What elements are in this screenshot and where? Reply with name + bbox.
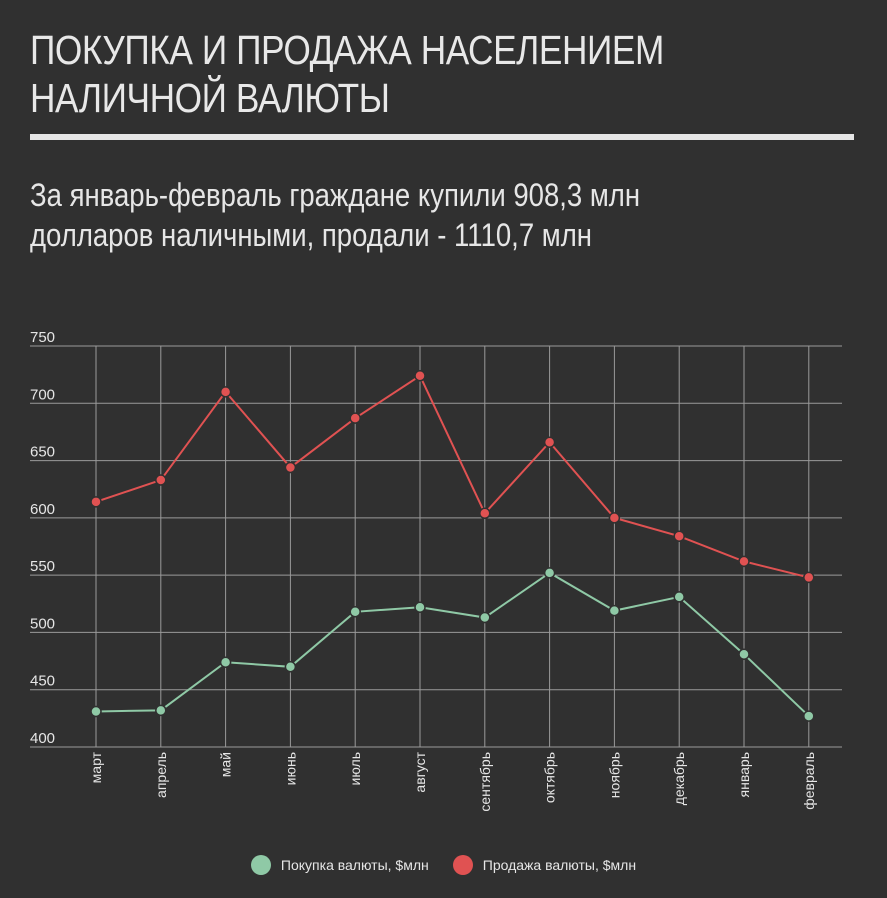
data-point-series-1 (414, 370, 426, 382)
legend-swatch-sell (452, 855, 473, 875)
x-tick-label: октябрь (542, 752, 558, 803)
y-tick-label: 550 (30, 558, 55, 575)
data-point-series-0 (608, 604, 621, 617)
x-tick-label: июнь (282, 752, 298, 785)
x-tick-label: май (218, 752, 234, 777)
data-point-series-1 (479, 507, 491, 520)
x-tick-label: апрель (153, 752, 169, 798)
data-point-series-1 (738, 555, 750, 568)
legend-label-buy: Покупка валюты, $млн (280, 857, 429, 873)
page-subtitle: За январь-февраль граждане купили 908,3 … (30, 175, 640, 255)
x-tick-label: декабрь (671, 752, 687, 805)
legend-item-sell: Продажа валюты, $млн (452, 855, 637, 875)
subtitle-line-2: долларов наличными, продали - 1110,7 млн (30, 217, 592, 253)
chart-legend: Покупка валюты, $млн Продажа валюты, $мл… (0, 852, 887, 878)
data-point-series-0 (349, 606, 361, 618)
data-point-series-1 (608, 512, 621, 524)
data-point-series-0 (414, 601, 426, 613)
subtitle-line-1: За январь-февраль граждане купили 908,3 … (30, 177, 641, 213)
x-tick-label: июль (347, 752, 363, 785)
y-tick-label: 650 (30, 444, 55, 461)
data-point-series-1 (155, 474, 167, 486)
page-title: ПОКУПКА И ПРОДАЖА НАСЕЛЕНИЕМ НАЛИЧНОЙ ВА… (30, 26, 744, 122)
data-point-series-0 (284, 661, 297, 673)
y-tick-label: 700 (30, 386, 55, 403)
data-point-series-1 (673, 530, 685, 542)
data-point-series-0 (673, 591, 685, 603)
title-line-1: ПОКУПКА И ПРОДАЖА НАСЕЛЕНИЕМ (30, 27, 664, 73)
data-point-series-0 (155, 704, 167, 717)
data-point-series-1 (90, 496, 102, 508)
x-tick-label: ноябрь (606, 752, 622, 798)
y-tick-label: 600 (30, 501, 55, 518)
x-tick-label: август (412, 751, 428, 792)
x-tick-label: март (88, 751, 104, 783)
legend-swatch-buy (250, 855, 271, 875)
legend-item-buy: Покупка валюты, $млн (250, 855, 429, 875)
x-tick-label: февраль (801, 752, 817, 810)
data-point-series-0 (479, 611, 491, 624)
y-tick-label: 450 (30, 673, 55, 690)
title-divider (30, 134, 854, 140)
y-tick-label: 400 (30, 730, 55, 747)
x-tick-label: сентябрь (477, 752, 493, 812)
data-point-series-1 (284, 461, 297, 474)
y-tick-label: 500 (30, 615, 55, 632)
title-line-2: НАЛИЧНОЙ ВАЛЮТЫ (30, 75, 390, 121)
data-point-series-1 (349, 412, 361, 424)
data-point-series-0 (803, 710, 815, 722)
legend-label-sell: Продажа валюты, $млн (482, 857, 637, 873)
data-point-series-1 (543, 436, 556, 448)
series-line-1 (95, 374, 810, 579)
series-line-0 (95, 571, 810, 717)
y-tick-label: 750 (30, 329, 55, 346)
data-point-series-1 (219, 386, 232, 398)
data-point-series-0 (90, 705, 102, 718)
x-tick-label: январь (736, 752, 752, 797)
data-point-series-0 (219, 656, 232, 668)
data-point-series-1 (803, 571, 815, 584)
data-point-series-0 (738, 648, 750, 660)
data-point-series-0 (543, 567, 556, 579)
